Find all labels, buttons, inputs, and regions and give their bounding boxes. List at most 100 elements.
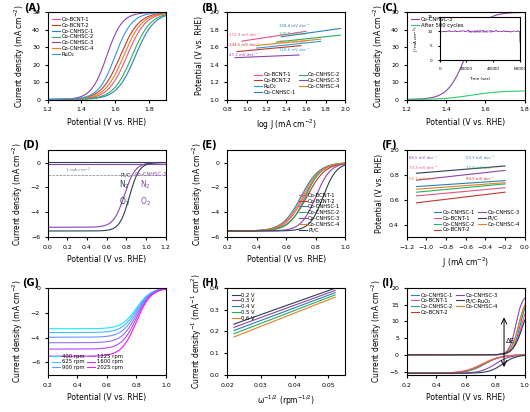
0.2 V [250,315,257,320]
Text: (E): (E) [201,140,217,150]
Legend: Co-CNHSC-1, Co-BCNT-1, Co-CNHSC-2, Co-BCNT-2, Co-CNHSC-3, Pt/C-RuO₂, Co-CNHSC-4: Co-CNHSC-1, Co-BCNT-1, Co-CNHSC-2, Co-BC… [409,290,500,317]
Y-axis label: Current density (mA cm$^{-2}$): Current density (mA cm$^{-2}$) [11,142,25,246]
Legend: Co-BCNT-1, Co-BCNT-2, Co-CNHSC-1, Co-CNHSC-2, Co-CNHSC-3, Co-CNHSC-4, Pt/C: Co-BCNT-1, Co-BCNT-2, Co-CNHSC-1, Co-CNH… [296,191,342,234]
Text: O$_2$: O$_2$ [119,195,129,208]
X-axis label: Potential (V vs. RHE): Potential (V vs. RHE) [426,393,505,402]
Text: 53.3 mV dec⁻¹: 53.3 mV dec⁻¹ [466,157,494,160]
0.6 V [327,297,333,302]
Text: ΔE: ΔE [506,338,515,344]
X-axis label: Potential (V vs. RHE): Potential (V vs. RHE) [246,255,326,265]
Text: (H): (H) [201,278,218,288]
Y-axis label: Current density (mA cm$^{-2}$): Current density (mA cm$^{-2}$) [371,4,385,108]
0.2 V [291,300,297,305]
0.6 V [254,325,261,330]
Text: 73.8 mV dec⁻¹: 73.8 mV dec⁻¹ [466,166,494,170]
0.6 V [332,295,338,300]
0.2 V [327,288,333,293]
0.4 V [250,321,257,326]
0.2 V [324,289,330,294]
0.3 V [250,318,257,323]
0.6 V [283,314,289,319]
0.2 V [283,303,289,308]
Line: 0.6 V: 0.6 V [234,297,335,337]
Text: O$_2$: O$_2$ [140,195,151,208]
Legend: Co-BCNT-1, Co-BCNT-2, Co-CNHSC-1, Co-CNHSC-2, Co-CNHSC-3, Co-CNHSC-4, RuO₂: Co-BCNT-1, Co-BCNT-2, Co-CNHSC-1, Co-CNH… [50,15,96,59]
X-axis label: Potential (V vs. RHE): Potential (V vs. RHE) [67,255,146,265]
0.5 V [291,308,297,313]
Y-axis label: Current density$^{-1}$ (mA$^{-1}$ cm$^{2}$): Current density$^{-1}$ (mA$^{-1}$ cm$^{2… [190,274,204,389]
Text: Co-CNHSC-3: Co-CNHSC-3 [135,172,167,177]
Line: 0.3 V: 0.3 V [234,290,335,328]
0.3 V [291,303,297,308]
0.6 V [250,327,257,332]
Text: (A): (A) [24,2,41,13]
0.2 V [254,314,261,318]
0.6 V [231,335,237,339]
X-axis label: Potential (V vs. RHE): Potential (V vs. RHE) [426,118,505,127]
0.4 V [327,292,333,297]
0.2 V [231,322,237,327]
0.5 V [324,295,330,300]
0.3 V [327,290,333,295]
Text: (B): (B) [201,2,218,13]
0.3 V [231,325,237,330]
Legend: Co-CNHSC-1, Co-BCNT-1, Co-CNHSC-2, Co-BCNT-2, Co-CNHSC-3, Pt/C, Co-CNHSC-4: Co-CNHSC-1, Co-BCNT-1, Co-CNHSC-2, Co-BC… [431,208,522,234]
Text: 158.4 mV dec⁻¹: 158.4 mV dec⁻¹ [279,24,310,28]
0.4 V [283,309,289,314]
0.6 V [324,298,330,303]
X-axis label: Potential (V vs. RHE): Potential (V vs. RHE) [67,393,146,402]
Text: N$_2$: N$_2$ [119,178,129,191]
Text: (I): (I) [381,278,393,288]
0.4 V [324,293,330,298]
Text: N$_2$: N$_2$ [140,178,151,191]
Line: 0.2 V: 0.2 V [234,288,335,324]
Y-axis label: Current density (mA cm$^{-2}$): Current density (mA cm$^{-2}$) [11,279,25,383]
Y-axis label: Current density (mA cm$^{-2}$): Current density (mA cm$^{-2}$) [190,142,205,246]
Text: 104.5 mV dec⁻¹: 104.5 mV dec⁻¹ [229,43,260,47]
Text: 58.1 mV dec⁻¹: 58.1 mV dec⁻¹ [409,177,437,181]
0.3 V [332,288,338,293]
Legend: Co-BCNT-1, Co-BCNT-2, RuO₂, Co-CNHSC-1, Co-CNHSC-2, Co-CNHSC-3, Co-CNHSC-4: Co-BCNT-1, Co-BCNT-2, RuO₂, Co-CNHSC-1, … [252,70,342,97]
0.5 V [231,331,237,336]
Line: 0.4 V: 0.4 V [234,293,335,330]
0.3 V [283,306,289,311]
Line: 0.5 V: 0.5 V [234,295,335,334]
Text: (D): (D) [22,140,39,150]
Y-axis label: Current density (mA cm$^{-2}$): Current density (mA cm$^{-2}$) [12,4,26,108]
Text: 1 mA cm$^{-2}$: 1 mA cm$^{-2}$ [65,166,91,175]
0.3 V [254,316,261,321]
Text: 94.5 mV dec⁻¹: 94.5 mV dec⁻¹ [466,177,494,181]
Legend: 400 rpm, 625 rpm, 900 rpm, 1225 rpm, 1600 rpm, 2025 rpm: 400 rpm, 625 rpm, 900 rpm, 1225 rpm, 160… [50,351,125,372]
0.4 V [254,319,261,324]
0.5 V [283,311,289,316]
0.4 V [231,328,237,333]
Y-axis label: Potential (V vs. RHE): Potential (V vs. RHE) [375,154,384,233]
Text: Pt/C: Pt/C [121,172,131,177]
0.4 V [332,290,338,295]
Text: 86.5 mV dec⁻¹: 86.5 mV dec⁻¹ [409,157,437,160]
Text: 47.3 mV dec⁻¹: 47.3 mV dec⁻¹ [229,52,258,56]
Text: 120.9 mV dec⁻¹: 120.9 mV dec⁻¹ [279,33,310,36]
X-axis label: Potential (V vs. RHE): Potential (V vs. RHE) [67,118,146,127]
Text: (C): (C) [381,2,397,13]
0.4 V [291,305,297,310]
0.3 V [324,291,330,296]
Y-axis label: Current density (mA cm$^{-2}$): Current density (mA cm$^{-2}$) [370,279,384,383]
0.5 V [327,294,333,299]
0.5 V [250,324,257,329]
Text: 118.6 mV dec⁻¹: 118.6 mV dec⁻¹ [279,48,310,52]
Text: 111.8 mV dec⁻¹: 111.8 mV dec⁻¹ [279,40,310,44]
0.5 V [254,322,261,327]
Text: (G): (G) [22,278,39,288]
Text: 73.3 mV dec⁻¹: 73.3 mV dec⁻¹ [409,166,437,170]
0.5 V [332,293,338,297]
0.2 V [332,286,338,291]
Y-axis label: Potential (V vs. RHE): Potential (V vs. RHE) [195,16,204,96]
Text: (F): (F) [381,140,396,150]
X-axis label: J (mA cm$^{-2}$): J (mA cm$^{-2}$) [442,255,489,270]
X-axis label: log J (mA cm$^{-2}$): log J (mA cm$^{-2}$) [256,118,316,132]
Legend: Co-CNHSC-3, After 500 cycles: Co-CNHSC-3, After 500 cycles [409,15,466,30]
X-axis label: ω$^{-1/2}$ (rpm$^{-1/2}$): ω$^{-1/2}$ (rpm$^{-1/2}$) [257,393,315,407]
0.6 V [291,311,297,316]
Text: 172.9 mV dec⁻¹: 172.9 mV dec⁻¹ [229,33,260,37]
